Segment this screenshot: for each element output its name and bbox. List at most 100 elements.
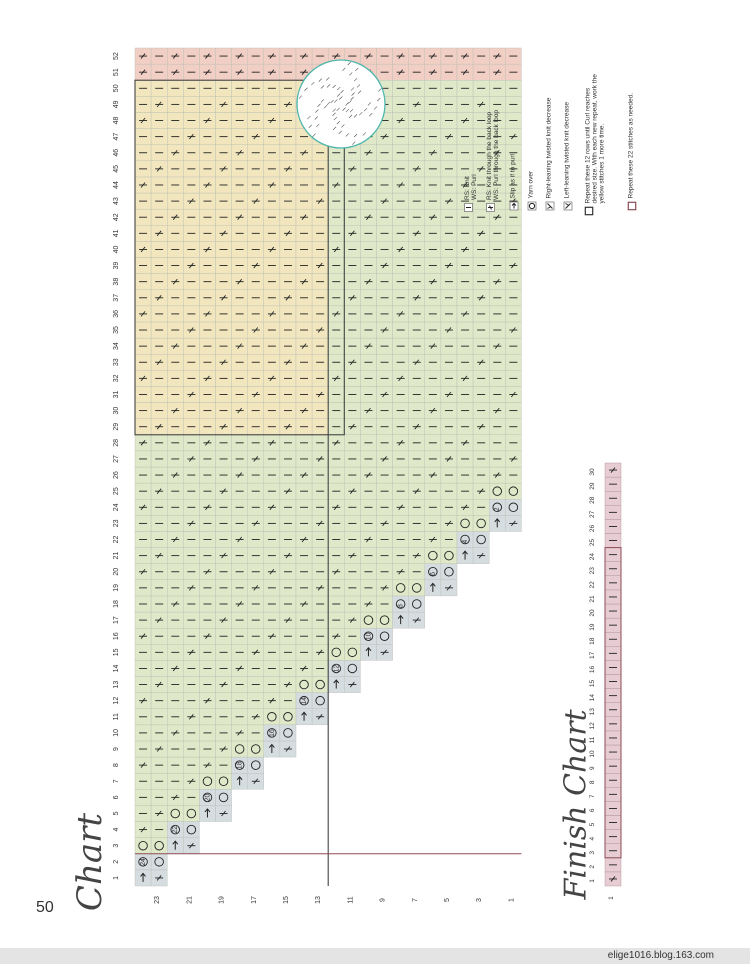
stitch-symbol <box>203 311 212 317</box>
stitch-number: 6 <box>113 795 120 799</box>
stitch-number: 20 <box>113 568 120 576</box>
stitch-symbol <box>202 792 213 803</box>
stitch-symbol <box>203 182 212 188</box>
stitch-symbol <box>187 520 196 527</box>
stitch-symbol <box>283 423 292 430</box>
stitch-number: 3 <box>113 844 120 848</box>
legend-text: Slip as if to purl <box>509 154 517 199</box>
stitch-symbol <box>348 423 357 430</box>
stitch-symbol <box>219 423 228 430</box>
odd-row-label: 23 <box>154 896 161 904</box>
stitch-symbol <box>347 647 358 658</box>
legend-item-knit: RS: Knit WS: Purl <box>464 62 478 212</box>
stitch-symbol <box>316 714 325 720</box>
stitch-symbol <box>155 488 164 494</box>
stitch-symbol <box>219 359 228 366</box>
stitch-symbol <box>299 695 309 706</box>
stitch-number: 37 <box>113 294 120 302</box>
stitch-symbol <box>219 552 228 559</box>
stitch-symbol <box>300 472 309 478</box>
stitch-symbol <box>219 230 228 237</box>
stitch-symbol <box>509 456 518 462</box>
finish-stitch-number: 13 <box>589 708 596 716</box>
stitch-symbol <box>283 552 292 559</box>
stitch-symbol <box>509 391 518 398</box>
finish-stitch-number: 16 <box>589 665 596 673</box>
stitch-symbol <box>139 69 148 75</box>
stitch-number: 14 <box>113 664 120 672</box>
stitch-symbol <box>203 697 212 704</box>
stitch-number: 49 <box>113 100 120 108</box>
stitch-symbol <box>444 520 453 527</box>
stitch-symbol <box>365 647 372 657</box>
stitch-symbol <box>348 230 357 237</box>
stitch-symbol <box>348 359 357 366</box>
stitch-symbol <box>155 875 164 881</box>
stitch-symbol <box>460 518 470 529</box>
stitch-symbol <box>267 504 276 511</box>
stitch-symbol <box>171 407 180 414</box>
stitch-symbol <box>171 665 180 672</box>
stitch-number: 7 <box>113 779 120 783</box>
stitch-symbol <box>461 182 470 188</box>
stitch-symbol <box>235 536 244 543</box>
stitch-number: 19 <box>113 584 120 592</box>
stitch-symbol <box>363 631 374 641</box>
odd-row-label: 17 <box>251 896 258 904</box>
stitch-symbol <box>155 295 164 301</box>
finish-stitch-number: 11 <box>589 736 596 743</box>
stitch-number: 12 <box>113 697 120 705</box>
stitch-symbol <box>444 456 453 462</box>
box-dark-icon <box>584 206 596 216</box>
stitch-number: 8 <box>113 763 120 767</box>
even-row-label: 6 <box>430 572 437 576</box>
stitch-number: 29 <box>113 423 120 431</box>
finish-stitch-number: 24 <box>589 553 596 561</box>
stitch-number: 16 <box>113 632 120 640</box>
page-number: 50 <box>36 899 54 916</box>
stitch-symbol <box>267 568 276 575</box>
stitch-symbol <box>316 520 325 527</box>
stitch-symbol <box>380 327 389 333</box>
stitch-symbol <box>300 343 309 349</box>
stitch-symbol <box>428 343 437 349</box>
stitch-symbol <box>428 53 437 59</box>
stitch-symbol <box>267 375 276 382</box>
stitch-symbol <box>380 649 389 656</box>
stitch-symbol <box>268 743 275 754</box>
stitch-number: 26 <box>113 471 120 479</box>
stitch-symbol <box>235 214 244 220</box>
stitch-number: 9 <box>113 747 120 751</box>
stitch-symbol <box>316 391 325 398</box>
stitch-number: 51 <box>113 68 120 76</box>
stitch-symbol <box>139 311 148 317</box>
stitch-symbol <box>493 407 502 414</box>
stitch-symbol <box>251 585 260 591</box>
stitch-symbol <box>139 826 148 833</box>
even-row-label: 8 <box>398 604 405 608</box>
stitch-symbol <box>203 504 212 511</box>
legend-item-box-dark: Repeat these 12 rows until Curl reaches … <box>585 66 606 216</box>
finish-row-label: 1 <box>608 896 615 900</box>
stitch-number: 33 <box>113 358 120 366</box>
even-row-label: 14 <box>301 697 308 705</box>
odd-row-label: 19 <box>219 896 226 904</box>
knit-icon <box>464 203 475 212</box>
stitch-symbol <box>331 663 342 674</box>
stitch-number: 13 <box>113 681 120 689</box>
stitch-symbol <box>283 681 292 688</box>
finish-stitch-symbol <box>609 876 617 882</box>
stitch-symbol <box>219 810 228 817</box>
stitch-number: 4 <box>113 828 120 832</box>
stitch-symbol <box>139 697 148 704</box>
even-row-label: 18 <box>237 761 244 769</box>
stitch-symbol <box>428 567 438 577</box>
stitch-number: 48 <box>113 117 120 125</box>
finish-stitch-number: 9 <box>589 766 596 770</box>
stitch-symbol <box>428 472 437 478</box>
stitch-symbol <box>235 407 244 414</box>
stitch-symbol <box>234 744 245 754</box>
stitch-symbol <box>155 810 164 817</box>
stitch-symbol <box>251 327 260 333</box>
stitch-symbol <box>508 486 519 496</box>
